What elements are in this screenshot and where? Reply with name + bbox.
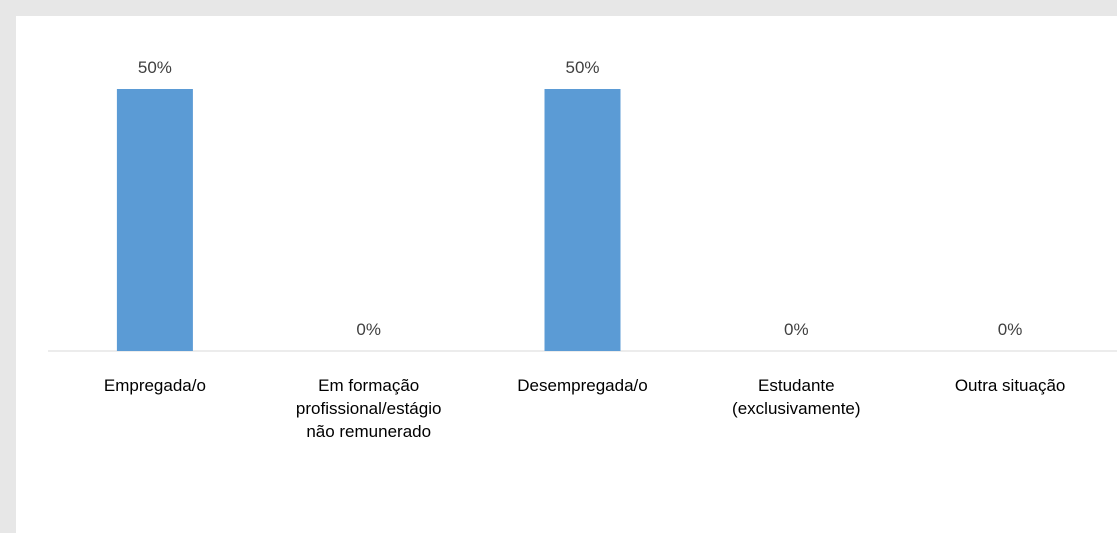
data-label-2: 50% xyxy=(565,58,599,77)
category-labels-group: Empregada/o Em formação profissional/estág… xyxy=(104,376,1066,441)
bar-2 xyxy=(544,89,621,351)
bar-0 xyxy=(116,89,193,351)
data-label-1: 0% xyxy=(356,320,381,339)
category-label-0: Empregada/o xyxy=(104,376,206,395)
category-label-4: Outra situação xyxy=(955,376,1066,395)
data-labels-group: 50% 0% 50% 0% 0% xyxy=(138,58,1023,339)
category-label-2: Desempregada/o xyxy=(517,376,647,395)
data-label-3: 0% xyxy=(784,320,809,339)
data-label-4: 0% xyxy=(998,320,1023,339)
category-label-3: Estudante (exclusivamente) xyxy=(732,376,861,418)
category-label-1: Em formação profissional/estágio não remun… xyxy=(296,376,442,441)
bars-group xyxy=(116,89,621,351)
data-label-0: 50% xyxy=(138,58,172,77)
